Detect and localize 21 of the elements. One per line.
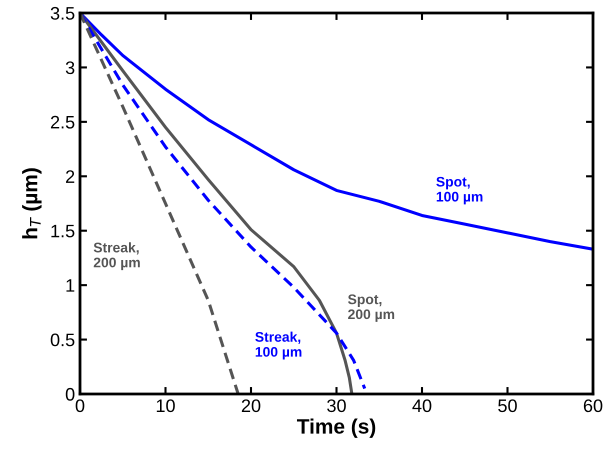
x-tick-label: 0 <box>76 399 84 412</box>
y-tick-label: 2.5 <box>50 116 74 129</box>
x-axis-title: Time (s) <box>296 418 376 438</box>
x-tick-label: 40 <box>412 399 432 412</box>
x-tick-label: 20 <box>242 399 260 412</box>
y-tick-label: 3 <box>66 61 74 74</box>
y-tick-label: 0.5 <box>50 334 74 346</box>
y-tick-label: 1.5 <box>51 224 74 238</box>
series-label: Spot, 200 µm <box>348 294 394 322</box>
x-tick-label: 60 <box>584 399 602 412</box>
x-tick-label: 10 <box>156 399 175 412</box>
y-tick-label: 0 <box>66 388 74 401</box>
y-tick-label: 3.5 <box>50 6 74 20</box>
text: Streak, 200 µm <box>94 242 140 270</box>
y-tick-label: 2 <box>66 170 74 183</box>
y-tick-label: 1 <box>66 279 74 292</box>
series-label: Streak, 100 µm <box>255 332 302 360</box>
series-label: Spot, 100 µm <box>436 176 482 204</box>
y-axis-title: h$_{T}$ (µm) <box>22 168 42 238</box>
x-tick-label: 30 <box>327 399 346 412</box>
x-tick-label: 50 <box>498 399 517 412</box>
